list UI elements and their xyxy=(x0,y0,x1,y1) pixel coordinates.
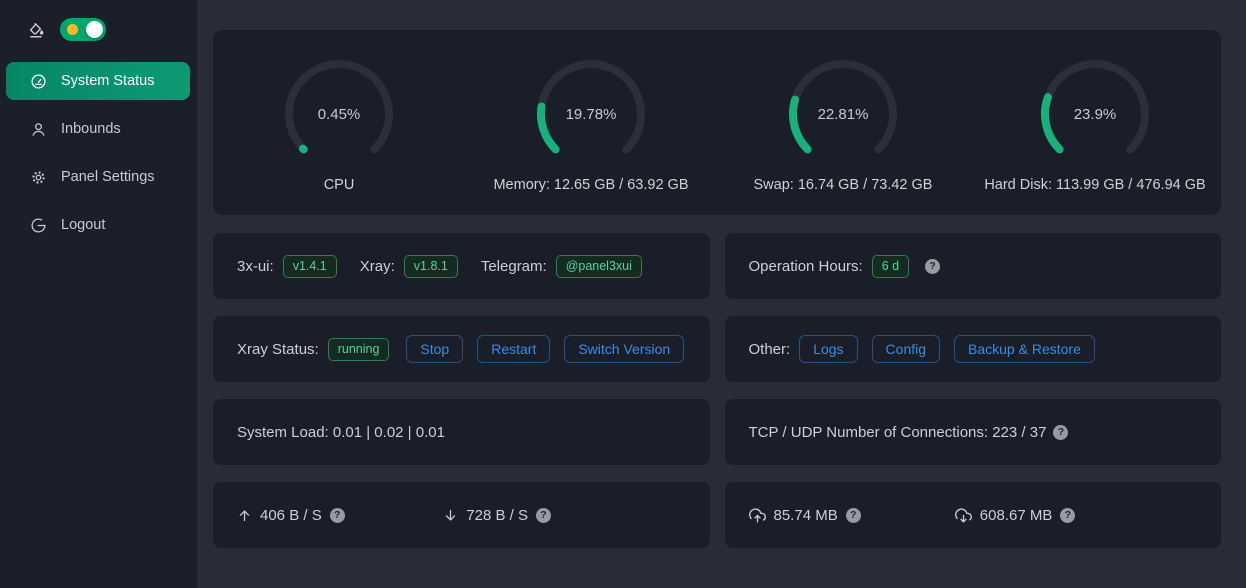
status-cards-grid: 3x-ui: v1.4.1 Xray: v1.8.1 Telegram: @pa… xyxy=(213,233,1221,548)
sidebar: System Status Inbounds Panel Settings xyxy=(0,0,197,588)
stop-button[interactable]: Stop xyxy=(406,335,464,363)
sidebar-item-label: Inbounds xyxy=(61,121,121,137)
system-load-text: System Load: 0.01 | 0.02 | 0.01 xyxy=(237,423,445,441)
gauge-percent: 23.9% xyxy=(1074,106,1117,123)
restart-button[interactable]: Restart xyxy=(477,335,551,363)
gauge-hard-disk: 23.9% Hard Disk: 113.99 GB / 476.94 GB xyxy=(969,30,1221,193)
help-icon[interactable]: ? xyxy=(1060,507,1076,523)
gauge-label: Hard Disk: 113.99 GB / 476.94 GB xyxy=(984,177,1206,193)
traffic-received-stat: 608.67 MB ? xyxy=(954,506,1161,524)
telegram-tag[interactable]: @panel3xui xyxy=(555,254,642,278)
xray-status-label: Xray Status: xyxy=(237,340,319,358)
gauge-label: Swap: 16.74 GB / 73.42 GB xyxy=(753,177,933,193)
sidebar-item-label: Logout xyxy=(61,217,106,233)
total-traffic-card: 85.74 MB ? 608.67 MB ? xyxy=(724,482,1221,548)
gauge-label: Memory: 12.65 GB / 63.92 GB xyxy=(493,177,689,193)
help-icon[interactable]: ? xyxy=(925,258,941,274)
gauge-cpu: 0.45% CPU xyxy=(213,30,465,193)
other-label: Other: xyxy=(748,340,791,358)
gear-icon xyxy=(29,169,47,186)
gauge-percent: 19.78% xyxy=(566,106,617,123)
help-icon[interactable]: ? xyxy=(845,507,861,523)
config-button[interactable]: Config xyxy=(871,335,941,363)
operation-hours-label: Operation Hours: xyxy=(748,257,863,275)
upload-speed-value: 406 B / S xyxy=(260,506,322,524)
operation-hours-card: Operation Hours: 6 d ? xyxy=(724,233,1221,299)
gauge-memory: 19.78% Memory: 12.65 GB / 63.92 GB xyxy=(465,30,717,193)
help-icon[interactable]: ? xyxy=(329,507,345,523)
sidebar-header xyxy=(0,0,197,57)
gauge-percent: 0.45% xyxy=(318,106,361,123)
sun-icon xyxy=(67,24,78,35)
gauge-swap: 22.81% Swap: 16.74 GB / 73.42 GB xyxy=(717,30,969,193)
dashboard-icon xyxy=(29,73,47,90)
gauge-label: CPU xyxy=(323,177,355,193)
download-speed-stat: 728 B / S ? xyxy=(443,507,649,524)
connections-card: TCP / UDP Number of Connections: 223 / 3… xyxy=(724,399,1221,465)
traffic-sent-value: 85.74 MB xyxy=(773,506,838,524)
sidebar-item-label: Panel Settings xyxy=(61,169,155,185)
theme-paint-icon xyxy=(27,21,45,39)
download-speed-value: 728 B / S xyxy=(466,506,529,524)
help-icon[interactable]: ? xyxy=(1053,424,1069,440)
traffic-received-value: 608.67 MB xyxy=(979,506,1053,524)
connections-text: TCP / UDP Number of Connections: 223 / 3… xyxy=(748,423,1047,441)
sidebar-item-inbounds[interactable]: Inbounds xyxy=(6,110,190,148)
user-icon xyxy=(29,121,47,138)
backup-restore-button[interactable]: Backup & Restore xyxy=(954,335,1095,363)
sidebar-nav: System Status Inbounds Panel Settings xyxy=(0,57,197,259)
sidebar-item-label: System Status xyxy=(61,73,155,89)
cloud-upload-icon xyxy=(748,507,766,524)
logs-button[interactable]: Logs xyxy=(799,335,858,363)
upload-speed-stat: 406 B / S ? xyxy=(237,507,443,524)
xray-status-card: Xray Status: running Stop Restart Switch… xyxy=(213,316,710,382)
arrow-up-icon xyxy=(237,508,252,523)
xui-version-tag: v1.4.1 xyxy=(282,254,337,278)
switch-version-button[interactable]: Switch Version xyxy=(564,335,685,363)
dark-mode-toggle[interactable] xyxy=(60,18,106,41)
main-content: 0.45% CPU 19.78% Memory: 12.65 GB / 63.9… xyxy=(197,0,1246,548)
xray-version-tag: v1.8.1 xyxy=(403,254,458,278)
operation-hours-tag: 6 d xyxy=(871,254,910,278)
other-card: Other: Logs Config Backup & Restore xyxy=(724,316,1221,382)
help-icon[interactable]: ? xyxy=(536,507,552,523)
arrow-down-icon xyxy=(443,508,458,523)
xray-status-tag: running xyxy=(327,337,390,361)
telegram-label: Telegram: xyxy=(480,257,547,275)
gauge-percent: 22.81% xyxy=(818,106,869,123)
versions-card: 3x-ui: v1.4.1 Xray: v1.8.1 Telegram: @pa… xyxy=(213,233,710,299)
sidebar-item-logout[interactable]: Logout xyxy=(6,206,190,244)
cloud-download-icon xyxy=(954,507,972,524)
xui-version-label: 3x-ui: xyxy=(237,257,274,275)
xray-version-label: Xray: xyxy=(359,257,395,275)
traffic-sent-stat: 85.74 MB ? xyxy=(748,506,955,524)
logout-icon xyxy=(29,217,47,234)
system-status-panel: 0.45% CPU 19.78% Memory: 12.65 GB / 63.9… xyxy=(213,30,1221,215)
network-speed-card: 406 B / S ? 728 B / S ? xyxy=(213,482,710,548)
system-load-card: System Load: 0.01 | 0.02 | 0.01 xyxy=(213,399,710,465)
toggle-knob xyxy=(86,21,103,38)
sidebar-item-panel-settings[interactable]: Panel Settings xyxy=(6,158,190,196)
sidebar-item-system-status[interactable]: System Status xyxy=(6,62,190,100)
